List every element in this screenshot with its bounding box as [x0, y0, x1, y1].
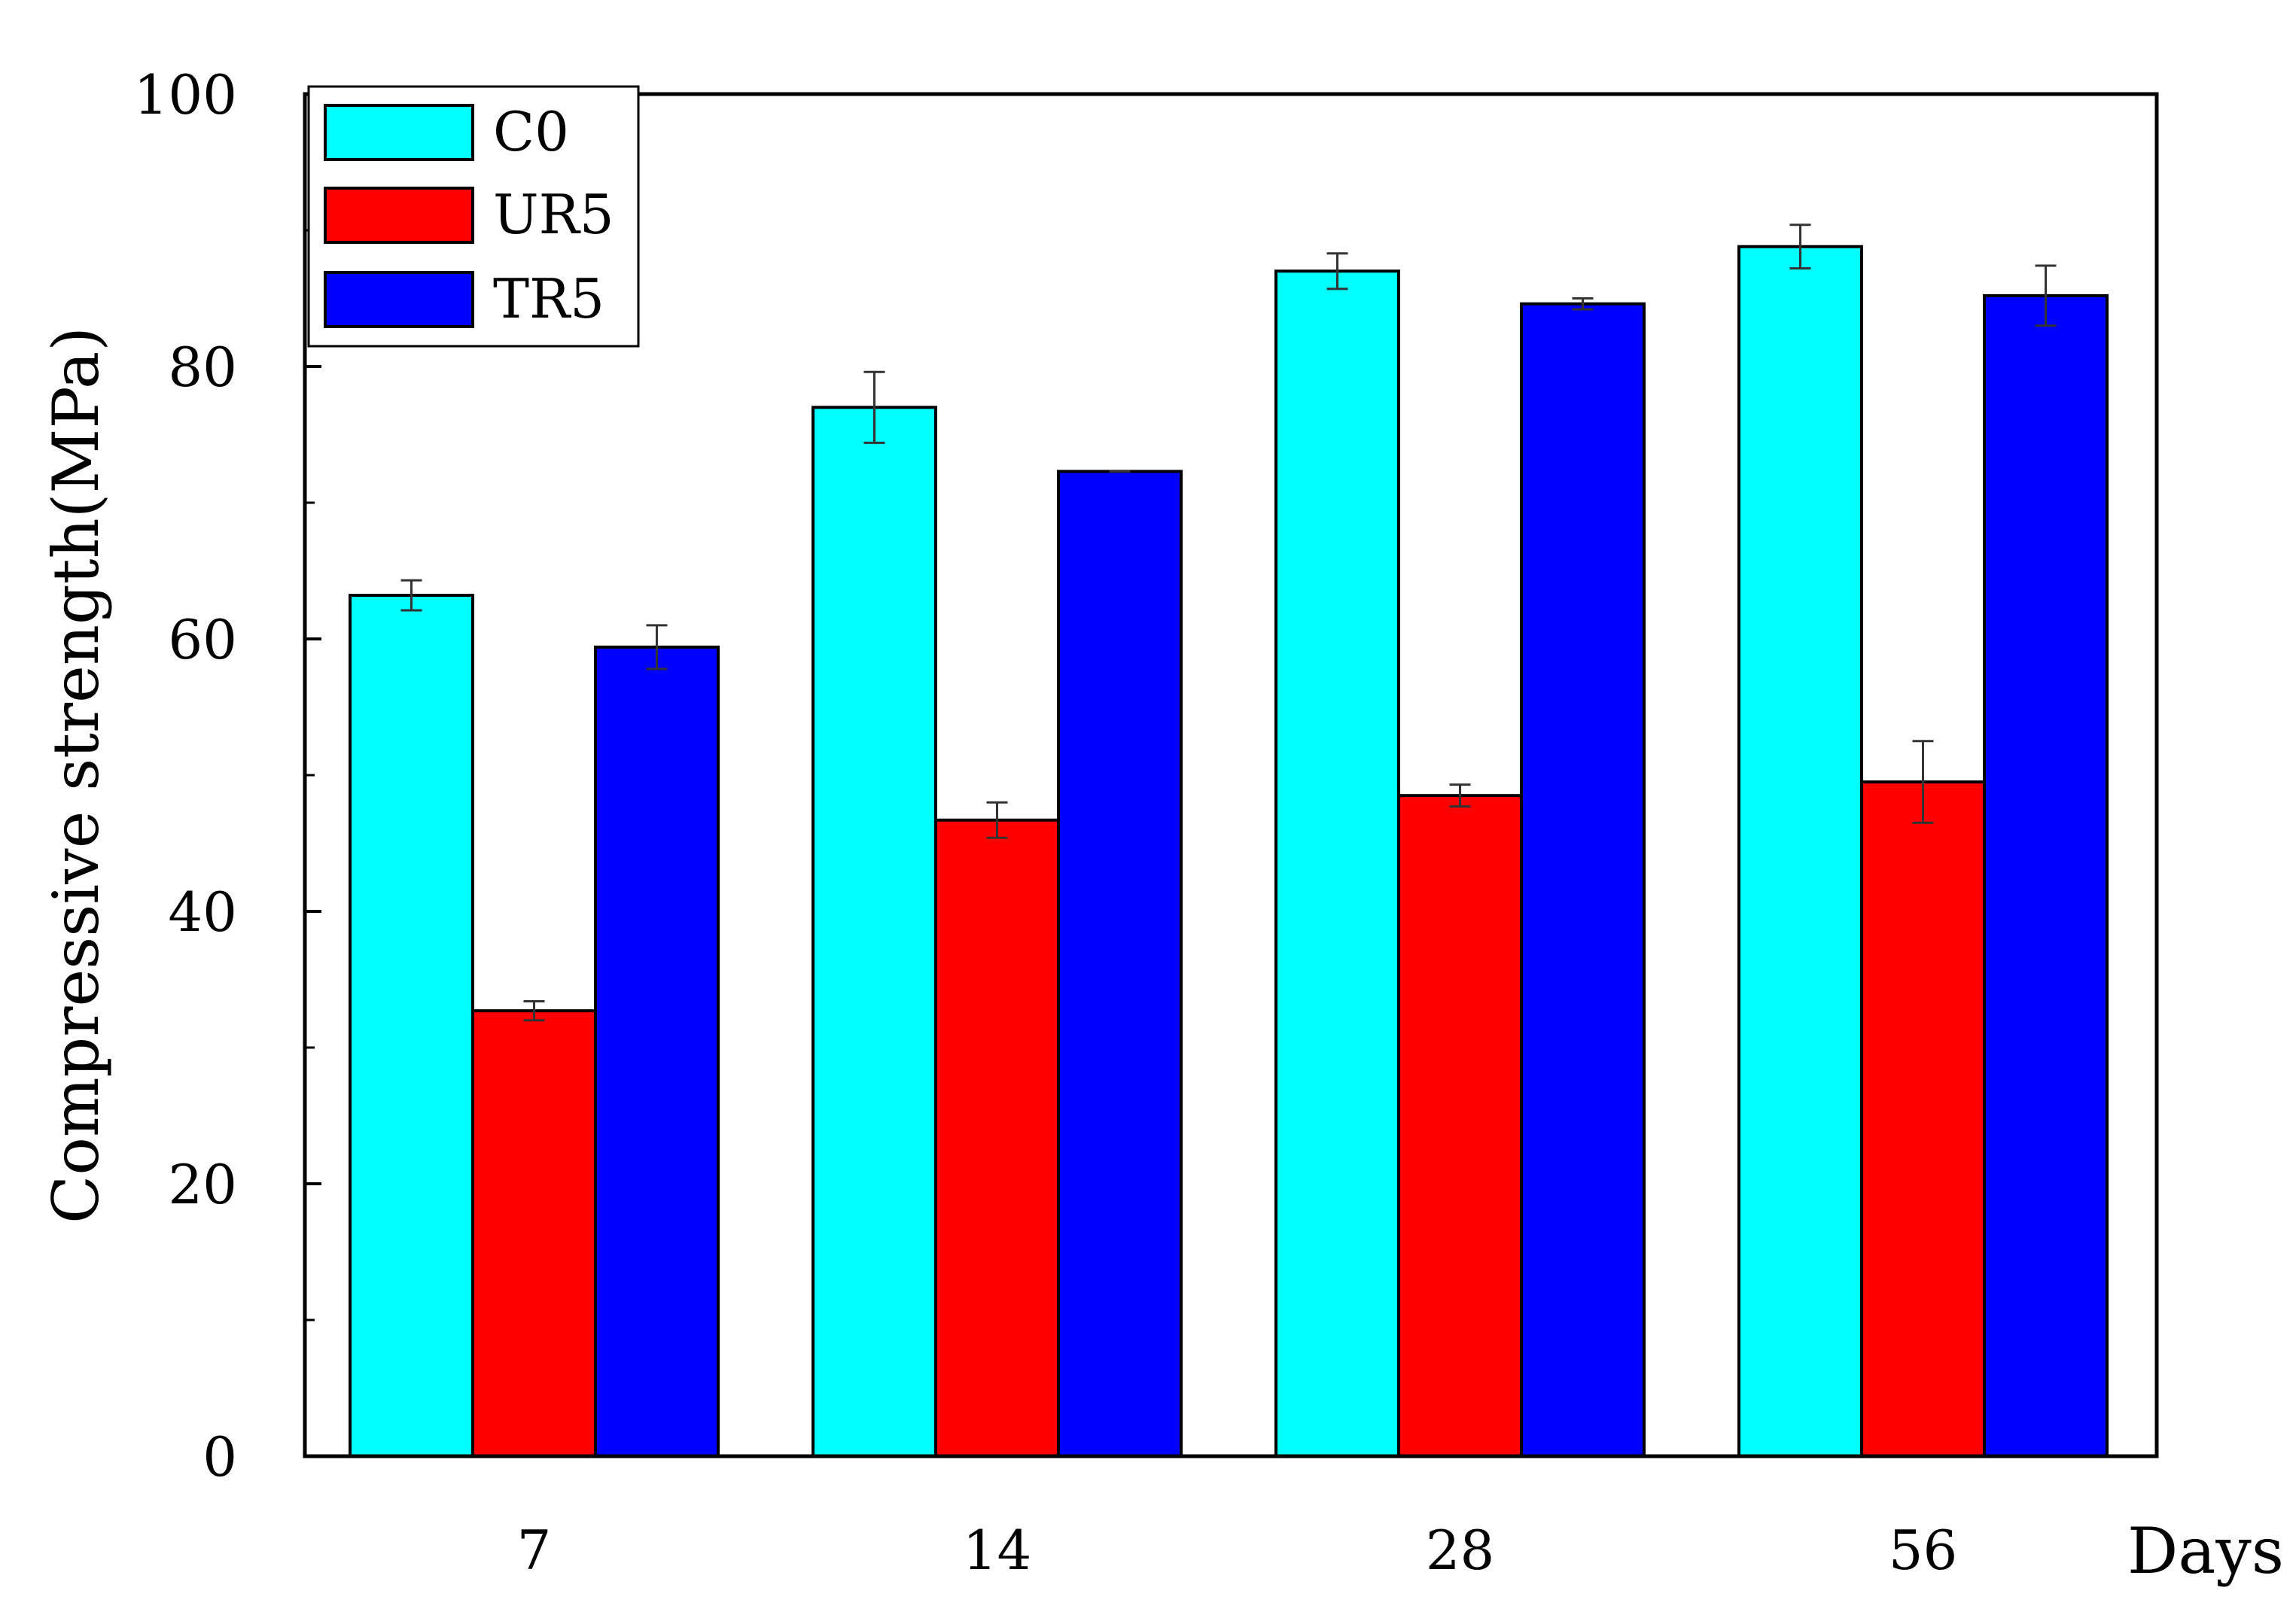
legend-label-c0: C0	[493, 100, 569, 163]
bar-c0-28	[1274, 269, 1400, 1458]
bars-layer	[349, 245, 2109, 1458]
bar-c0-56	[1737, 245, 1863, 1458]
bar-ur5-56	[1860, 780, 1986, 1458]
error-bar-ur5-56	[1912, 740, 1934, 824]
legend-swatch-tr5	[324, 271, 474, 328]
legend-item-ur5: UR5	[324, 183, 614, 246]
y-axis-tick-labels: 0 20 40 60 80 100	[134, 63, 237, 1489]
bar-c0-7	[349, 594, 474, 1458]
legend-label-ur5: UR5	[493, 183, 614, 246]
error-bar-c0-7	[400, 579, 422, 612]
error-bar-ur5-14	[986, 801, 1008, 839]
error-bar-c0-28	[1326, 252, 1348, 290]
error-bar-tr5-7	[646, 624, 668, 671]
y-tick-label-100: 100	[134, 63, 237, 126]
y-tick-label-20: 20	[168, 1153, 237, 1216]
error-bar-ur5-7	[523, 999, 545, 1022]
x-tick-label-14: 14	[963, 1519, 1032, 1582]
error-bars-layer	[400, 224, 2057, 1022]
y-tick-label-60: 60	[168, 608, 237, 671]
bar-c0-14	[812, 406, 937, 1458]
legend-item-c0: C0	[324, 100, 569, 163]
legend-item-tr5: TR5	[324, 267, 604, 330]
error-bar-tr5-56	[2035, 264, 2057, 327]
x-axis-tick-labels: 7 14 28 56	[517, 1519, 1958, 1582]
y-axis-label: Compressive strength(MPa)	[39, 327, 113, 1224]
error-bar-c0-14	[863, 370, 885, 444]
y-tick-label-80: 80	[168, 336, 237, 399]
bar-tr5-14	[1057, 470, 1183, 1458]
bar-tr5-56	[1983, 293, 2109, 1458]
legend-swatch-ur5	[324, 187, 474, 244]
error-bar-c0-56	[1789, 224, 1811, 270]
error-bar-tr5-28	[1572, 297, 1594, 311]
bar-tr5-7	[594, 645, 720, 1458]
bar-tr5-28	[1520, 302, 1646, 1458]
x-axis-label: Days	[2127, 1514, 2284, 1588]
bar-ur5-14	[934, 818, 1060, 1458]
bar-ur5-28	[1397, 794, 1523, 1458]
error-bar-ur5-28	[1449, 783, 1471, 808]
legend-swatch-c0	[324, 104, 474, 161]
legend-label-tr5: TR5	[493, 267, 604, 330]
x-tick-label-56: 56	[1889, 1519, 1958, 1582]
y-axis-ticks	[305, 93, 321, 1458]
bar-ur5-7	[471, 1009, 597, 1458]
x-tick-label-28: 28	[1426, 1519, 1495, 1582]
y-tick-label-40: 40	[168, 880, 237, 944]
legend: C0 UR5 TR5	[307, 85, 640, 348]
x-tick-label-7: 7	[517, 1519, 552, 1582]
y-tick-label-0: 0	[202, 1425, 237, 1489]
